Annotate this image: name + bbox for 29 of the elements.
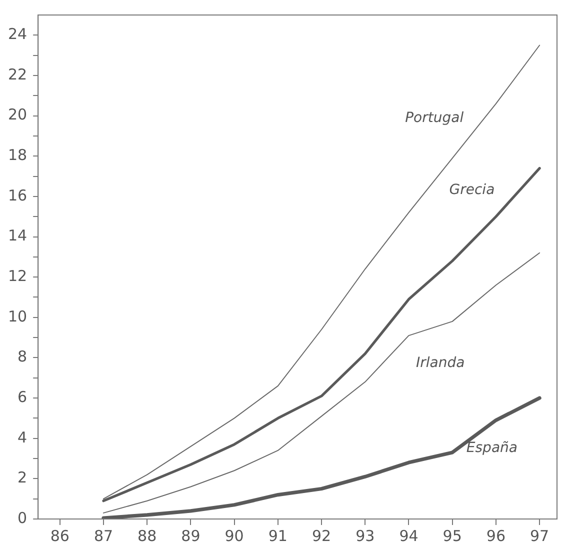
y-tick-label: 6 (18, 388, 28, 406)
y-tick-label: 12 (8, 266, 28, 285)
x-tick-label: 86 (50, 526, 70, 545)
y-tick-label: 0 (18, 508, 28, 527)
x-tick-label: 96 (486, 526, 506, 545)
y-tick-label: 16 (8, 186, 28, 204)
x-tick-label: 95 (442, 526, 462, 545)
y-tick-label: 14 (8, 226, 28, 245)
series-label: Portugal (405, 110, 464, 126)
y-tick-label: 18 (8, 146, 28, 164)
y-tick-label: 10 (8, 307, 28, 326)
y-tick-label: 2 (18, 468, 28, 487)
x-tick-label: 93 (356, 526, 375, 545)
y-tick-label: 22 (8, 65, 28, 84)
y-tick-label: 20 (8, 106, 28, 124)
x-tick-label: 97 (530, 526, 550, 545)
y-tick-label: 4 (18, 428, 28, 446)
series-label: Grecia (449, 182, 495, 198)
y-tick-label: 24 (8, 25, 28, 44)
series-label: España (466, 440, 518, 456)
x-tick-label: 92 (312, 526, 332, 545)
series-label: Irlanda (416, 355, 465, 372)
x-tick-label: 87 (94, 526, 114, 545)
x-tick-label: 90 (224, 526, 244, 545)
x-tick-label: 89 (181, 526, 200, 545)
x-tick-label: 94 (399, 526, 418, 545)
y-tick-label: 8 (18, 348, 28, 366)
x-tick-label: 88 (138, 526, 157, 545)
x-tick-label: 91 (268, 526, 288, 545)
